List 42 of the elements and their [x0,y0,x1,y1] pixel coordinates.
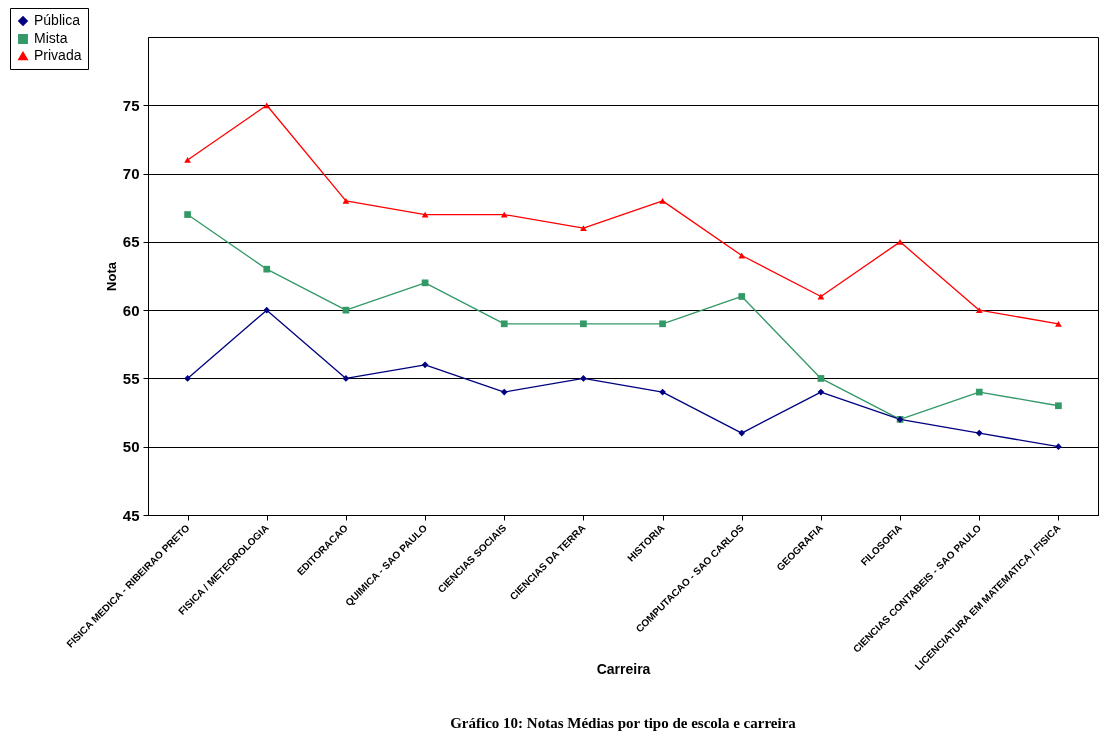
legend-label: Pública [34,12,81,28]
point [738,429,746,437]
y-tick-label: 60 [122,301,140,319]
point [1055,443,1062,451]
y-axis-title: Nota [103,261,119,291]
legend-label: Privada [34,47,82,63]
point [580,320,587,328]
y-tick-label: 65 [122,233,140,251]
y-tick-label: 55 [122,369,140,387]
point [896,238,904,245]
y-tick-label: 45 [122,506,140,524]
point [263,306,271,314]
y-tick-label: 70 [122,165,140,183]
point [975,429,983,437]
x-axis-title: Carreira [596,660,651,677]
legend-label: Mista [34,30,68,46]
point [659,197,666,204]
point [342,197,350,204]
point [975,307,983,314]
text: Gráfico 10: Notas Médias por tipo de escola e carreira [450,715,797,731]
point [1055,320,1062,327]
point [500,388,508,396]
point [263,265,271,273]
point [421,361,429,369]
point [1055,402,1062,410]
point [817,375,825,382]
point [659,388,666,396]
point [184,157,191,163]
point [500,320,508,328]
point [421,279,429,287]
point [817,388,825,396]
y-tick-label: 75 [122,96,140,114]
point [738,293,746,300]
point [184,211,191,218]
y-tick-label: 50 [122,438,140,456]
point [659,320,666,328]
point [975,388,983,396]
point [263,102,271,109]
point [580,375,587,382]
point [342,375,350,382]
point [184,375,191,382]
point [580,225,587,232]
